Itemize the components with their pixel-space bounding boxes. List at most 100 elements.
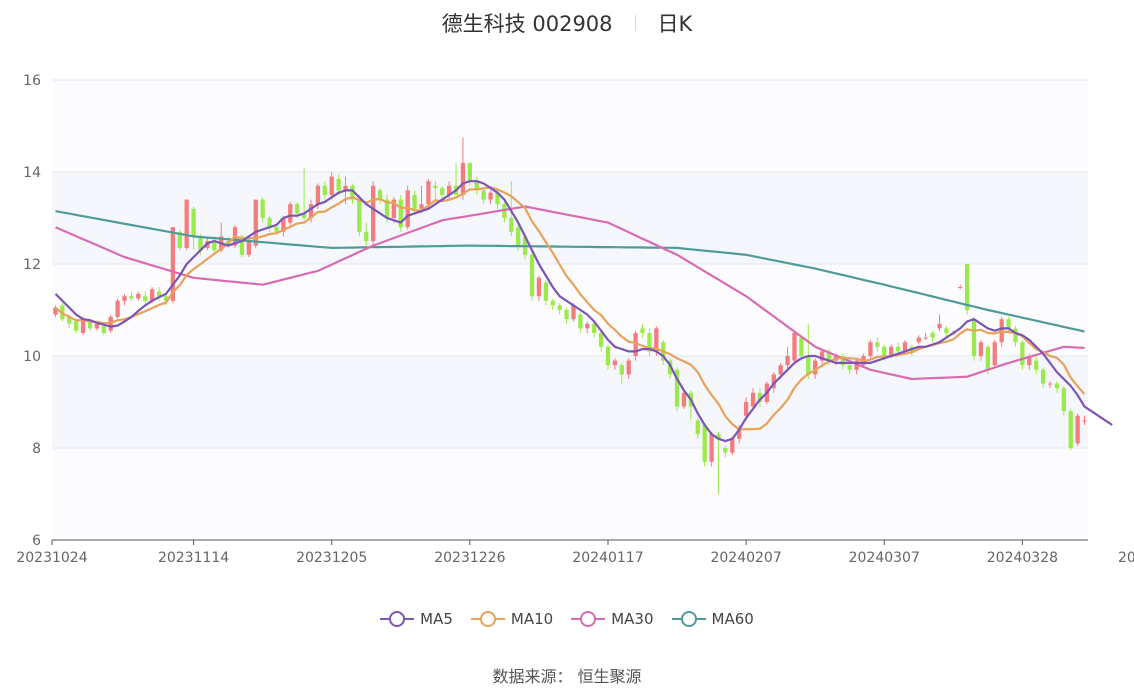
candle-body [398, 199, 403, 228]
x-tick-label: 20231226 [434, 550, 505, 566]
y-tick-label: 12 [23, 257, 41, 273]
candle-body [633, 333, 638, 356]
candle-body [53, 307, 58, 315]
candle-body [191, 208, 196, 237]
ma30-line [55, 205, 1085, 381]
legend-item-ma5[interactable]: MA5 [380, 610, 453, 628]
x-tick-label: 20231205 [296, 550, 367, 566]
candle-body [889, 346, 894, 356]
candle-body [709, 434, 714, 462]
candle-body [937, 323, 942, 329]
candle-body [985, 346, 990, 370]
candle-body [322, 185, 327, 195]
candle-body [1013, 328, 1018, 343]
candle-body [198, 236, 203, 251]
legend-item-ma60[interactable]: MA60 [671, 610, 754, 628]
candle-body [460, 162, 466, 195]
candle-body [143, 296, 148, 301]
candle-body [702, 425, 707, 462]
candle-body [695, 420, 700, 435]
legend-label-ma60: MA60 [711, 610, 754, 628]
x-tick-label: 20240207 [710, 550, 781, 566]
candle-body [288, 204, 293, 223]
candle-body [343, 185, 348, 191]
candle-body [536, 277, 542, 297]
candle-body [184, 199, 189, 248]
candle-body [1034, 360, 1039, 370]
candle-body [902, 342, 908, 352]
candle-body [605, 346, 611, 366]
candle-body [308, 204, 314, 218]
candle-body [785, 356, 790, 366]
candle-body [1040, 369, 1046, 384]
kline-chart: 6 8 10 12 14 16 20231024 20231114 20231205 202312… [16, 73, 1134, 566]
candle-body [377, 190, 383, 200]
candle-body [792, 333, 797, 361]
candle-body [1054, 383, 1060, 389]
candle-body [564, 310, 569, 320]
legend-swatch-ma60 [671, 611, 706, 627]
candle-body [122, 296, 127, 301]
legend-item-ma30[interactable]: MA30 [571, 610, 654, 628]
candle-body [992, 342, 997, 366]
candle-body [626, 360, 631, 375]
candle-body [108, 316, 113, 331]
candle-body [571, 305, 576, 320]
candle-body [619, 365, 624, 375]
candle-body [433, 185, 438, 189]
candle-body [895, 346, 901, 352]
candle-body [757, 392, 763, 402]
candle-body [743, 402, 749, 416]
candle-body [80, 319, 86, 333]
candle-body [529, 254, 535, 297]
candle-body [315, 185, 321, 205]
candle-body [1027, 356, 1032, 366]
candle-body [384, 199, 390, 218]
candle-body [163, 296, 169, 301]
candle-body [177, 231, 182, 248]
candle-body [964, 264, 970, 310]
x-tick-label: 20240419 [1118, 550, 1134, 566]
candle-body [971, 319, 977, 356]
candle-body [115, 300, 120, 317]
candle-body [253, 199, 258, 246]
candle-body [723, 448, 728, 453]
candle-body [1006, 319, 1011, 329]
candle-body [481, 190, 486, 200]
candle-body [1047, 383, 1053, 385]
candle-body [640, 328, 645, 333]
candle-body [246, 241, 251, 255]
x-tick-label: 20240117 [572, 550, 643, 566]
candle-body [357, 199, 362, 232]
x-tick-label: 20231024 [16, 550, 87, 566]
candle-body [916, 337, 921, 343]
legend-item-ma10[interactable]: MA10 [470, 610, 554, 628]
legend-swatch-ma10 [470, 611, 505, 627]
legend-label-ma10: MA10 [510, 610, 554, 628]
candle-body [239, 236, 245, 255]
candle-body [585, 323, 590, 329]
candle-body [730, 438, 735, 453]
candle-body [647, 333, 652, 352]
candle-body [150, 289, 155, 301]
candle-body [716, 434, 721, 439]
candle-body [944, 328, 949, 333]
grid-band [52, 356, 1088, 448]
candle-body [101, 326, 106, 333]
candle-body [840, 356, 845, 366]
legend-swatch-ma30 [571, 611, 606, 627]
candle-body [329, 176, 334, 195]
data-source: 数据来源： 恒生聚源 [492, 667, 642, 686]
grid-band [52, 172, 1088, 264]
candle-body [129, 296, 134, 299]
candle-body [295, 204, 300, 214]
candle-body [156, 291, 162, 297]
candle-body [301, 213, 307, 218]
candle-body [488, 192, 493, 200]
chart-title: 德生科技 002908 [441, 12, 613, 36]
candle-body [391, 199, 397, 218]
y-tick-label: 10 [23, 349, 41, 365]
y-tick-label: 6 [32, 533, 41, 549]
candle-body [440, 188, 445, 195]
candle-body [778, 365, 783, 375]
